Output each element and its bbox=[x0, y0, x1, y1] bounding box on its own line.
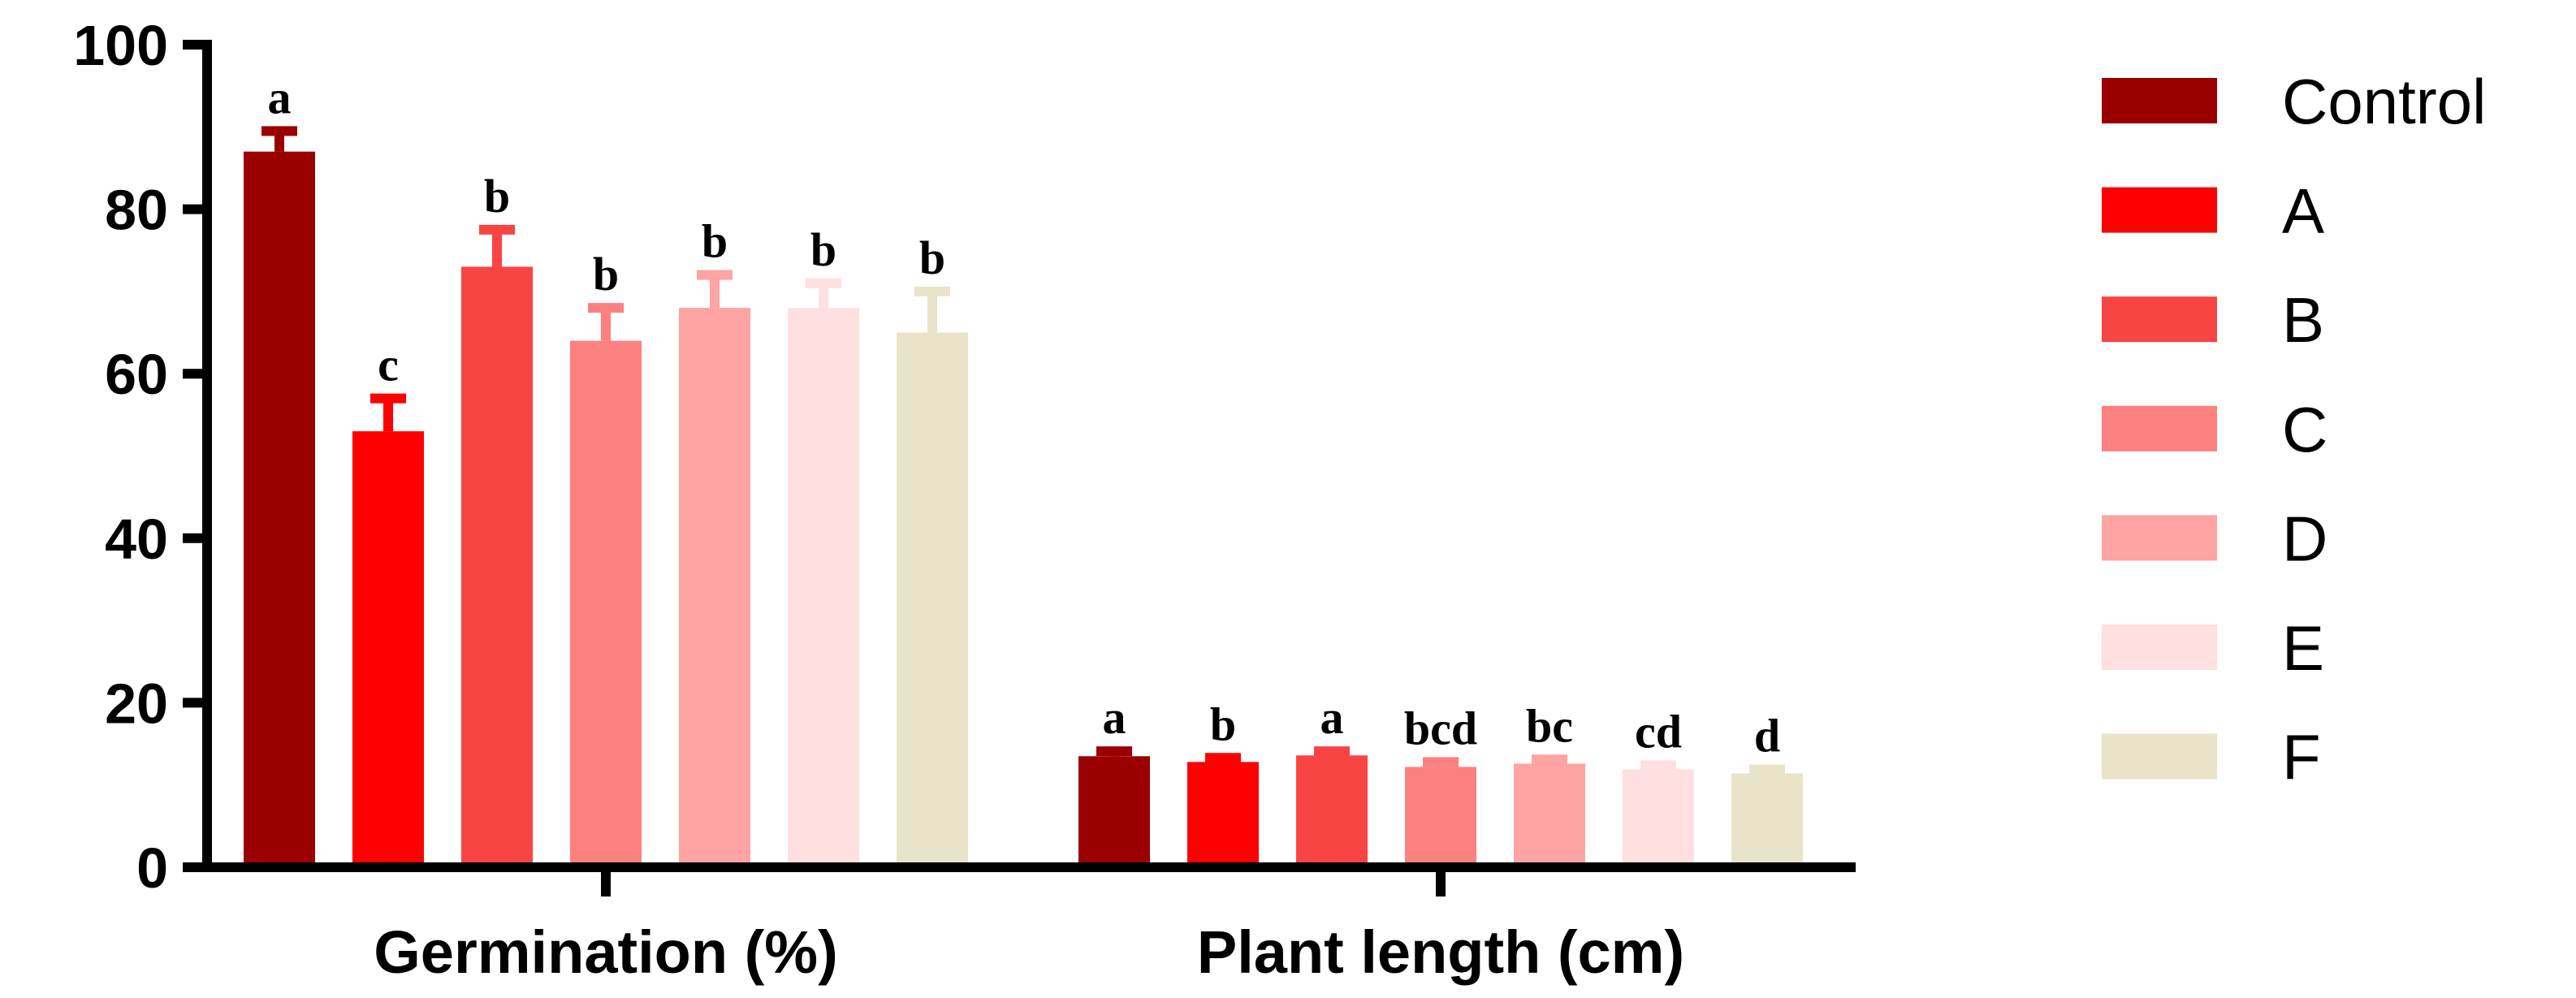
significance-letter: bc bbox=[1526, 699, 1573, 752]
legend-swatch-e bbox=[2102, 624, 2217, 670]
legend-swatch-control bbox=[2102, 78, 2217, 123]
legend-label-f: F bbox=[2282, 722, 2321, 793]
significance-letter: c bbox=[378, 339, 399, 391]
significance-letter: b bbox=[484, 170, 510, 222]
bar-d-0 bbox=[679, 308, 750, 867]
bar-e-0 bbox=[788, 308, 859, 867]
legend-label-e: E bbox=[2282, 612, 2324, 684]
significance-letter: a bbox=[268, 71, 292, 123]
y-tick-label: 0 bbox=[136, 836, 168, 900]
bar-a-1 bbox=[1187, 762, 1259, 867]
bar-f-0 bbox=[897, 332, 968, 867]
bar-e-1 bbox=[1623, 769, 1694, 867]
significance-letter: a bbox=[1103, 691, 1126, 744]
significance-letter: b bbox=[593, 248, 619, 300]
significance-letter: b bbox=[919, 231, 945, 284]
significance-letter: b bbox=[702, 215, 728, 268]
y-tick-label: 40 bbox=[105, 508, 168, 571]
bars-layer bbox=[244, 126, 1803, 867]
y-tick-label: 100 bbox=[73, 14, 168, 77]
legend-swatch-c bbox=[2102, 405, 2217, 451]
legend-label-c: C bbox=[2282, 394, 2327, 465]
bar-a-0 bbox=[352, 431, 424, 867]
legend-swatch-b bbox=[2102, 296, 2217, 343]
legend-label-control: Control bbox=[2282, 66, 2486, 137]
x-category-label: Germination (%) bbox=[374, 918, 837, 986]
bar-control-1 bbox=[1078, 756, 1150, 867]
bar-f-1 bbox=[1731, 773, 1803, 867]
bar-c-0 bbox=[570, 340, 642, 867]
significance-letter: d bbox=[1754, 709, 1780, 762]
labels-layer: aacbbabbcdbbcbcdbd020406080100Germinatio… bbox=[73, 14, 1780, 986]
axes-layer bbox=[183, 40, 1856, 896]
y-tick-label: 20 bbox=[105, 672, 168, 735]
y-tick-label: 80 bbox=[105, 179, 168, 242]
bar-c-1 bbox=[1405, 767, 1476, 867]
legend-label-b: B bbox=[2282, 284, 2324, 356]
bar-d-1 bbox=[1514, 763, 1585, 867]
legend-swatch-a bbox=[2102, 187, 2217, 233]
significance-letter: cd bbox=[1635, 705, 1682, 758]
bar-b-0 bbox=[461, 266, 533, 867]
legend-label-a: A bbox=[2282, 175, 2324, 247]
legend-swatch-f bbox=[2102, 733, 2217, 780]
significance-letter: b bbox=[1210, 698, 1236, 750]
y-tick-label: 60 bbox=[105, 343, 168, 406]
x-category-label: Plant length (cm) bbox=[1197, 918, 1684, 986]
legend-label-d: D bbox=[2282, 503, 2327, 574]
bar-control-0 bbox=[244, 151, 315, 867]
legend-swatch-d bbox=[2102, 515, 2217, 561]
significance-letter: a bbox=[1320, 691, 1344, 744]
significance-letter: bcd bbox=[1404, 702, 1477, 754]
bar-b-1 bbox=[1296, 755, 1368, 867]
significance-letter: b bbox=[810, 223, 836, 276]
